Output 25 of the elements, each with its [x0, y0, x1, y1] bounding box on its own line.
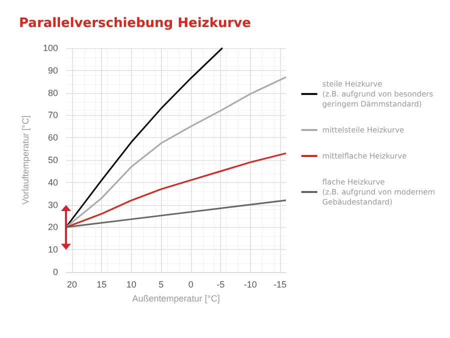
x-axis-title: Außentemperatur [°C] — [132, 294, 220, 304]
line-series — [65, 76, 287, 228]
y-tick-label: 60 — [48, 132, 58, 143]
y-tick-label: 20 — [48, 222, 58, 232]
line-series — [65, 47, 224, 228]
x-tick-label: 20 — [66, 280, 77, 290]
chart-title: Parallelverschiebung Heizkurve — [19, 16, 252, 31]
x-tick-label: -5 — [216, 280, 225, 290]
x-tick-label: 10 — [126, 280, 136, 290]
line-series — [65, 152, 287, 228]
x-tick-label: 5 — [158, 280, 164, 290]
x-tick-label: 15 — [96, 280, 107, 290]
y-tick-label: 80 — [48, 88, 58, 98]
y-tick-label: 0 — [52, 267, 58, 277]
y-tick-label: 10 — [48, 244, 58, 255]
y-tick-label: 90 — [48, 65, 58, 76]
x-tick-label: 0 — [188, 280, 194, 290]
x-tick-label: -10 — [244, 280, 257, 290]
y-tick-label: 50 — [48, 155, 58, 165]
y-tick-label: 30 — [48, 200, 58, 210]
x-tick-label: -15 — [274, 280, 287, 290]
y-axis-title: Vorlauftemperatur [°C] — [20, 115, 30, 205]
y-tick-label: 70 — [48, 110, 58, 120]
y-tick-label: 40 — [48, 177, 58, 188]
y-tick-label: 100 — [42, 43, 58, 53]
